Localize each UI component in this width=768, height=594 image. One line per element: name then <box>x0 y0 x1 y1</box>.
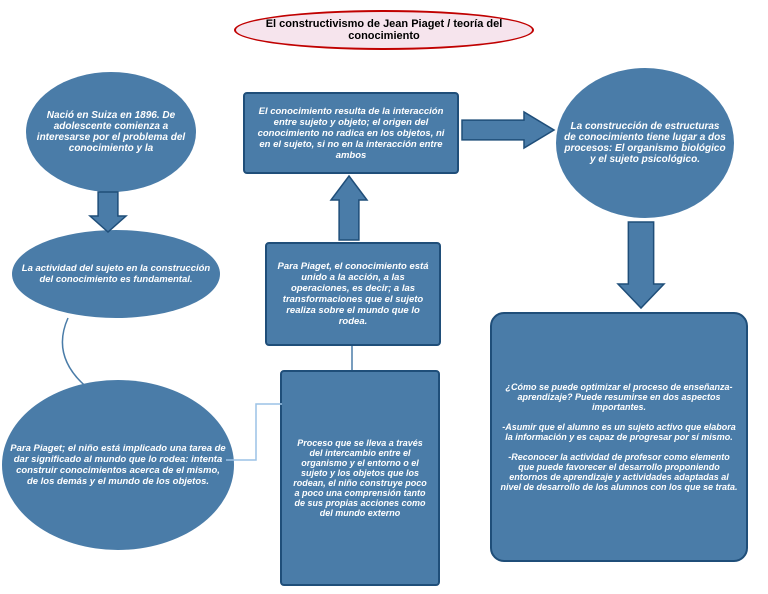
node-interaction: El conocimiento resulta de la interacció… <box>243 92 459 174</box>
node-text: Para Piaget, el conocimiento está unido … <box>275 261 431 327</box>
node-text: ¿Cómo se puede optimizar el proceso de e… <box>500 382 738 492</box>
node-birth: Nació en Suiza en 1896. De adolescente c… <box>26 72 196 192</box>
node-text: Proceso que se lleva a través del interc… <box>290 438 430 518</box>
node-text: Nació en Suiza en 1896. De adolescente c… <box>34 110 188 154</box>
node-text: El conocimiento resulta de la interacció… <box>253 106 449 161</box>
node-activity: La actividad del sujeto en la construcci… <box>12 230 220 318</box>
title-text: El constructivismo de Jean Piaget / teor… <box>244 18 524 42</box>
title-node: El constructivismo de Jean Piaget / teor… <box>234 10 534 50</box>
node-text: La actividad del sujeto en la construcci… <box>20 263 212 285</box>
node-process: Proceso que se lleva a través del interc… <box>280 370 440 586</box>
node-action: Para Piaget, el conocimiento está unido … <box>265 242 441 346</box>
node-structures: La construcción de estructuras de conoci… <box>556 68 734 218</box>
node-optimize: ¿Cómo se puede optimizar el proceso de e… <box>490 312 748 562</box>
node-child: Para Piaget; el niño está implicado una … <box>2 380 234 550</box>
node-text: Para Piaget; el niño está implicado una … <box>10 443 226 487</box>
node-text: La construcción de estructuras de conoci… <box>564 121 726 165</box>
